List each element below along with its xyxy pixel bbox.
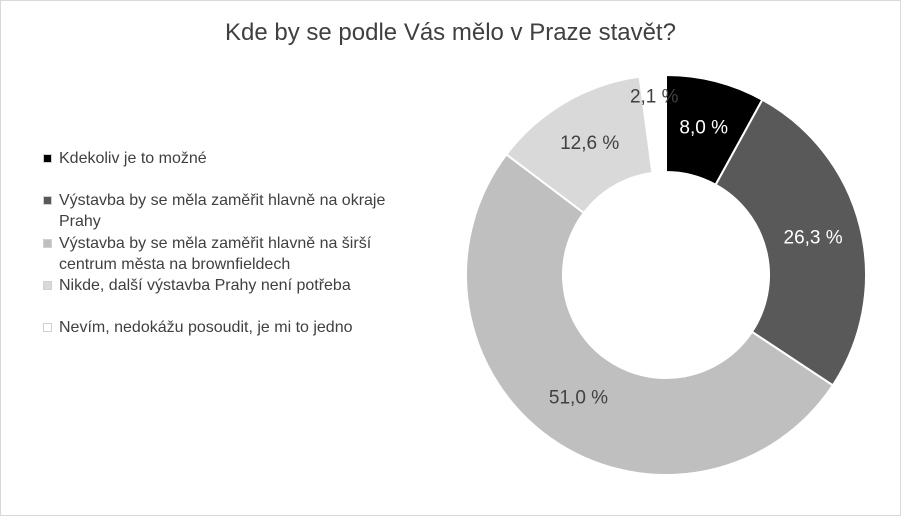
legend-swatch [43,154,52,163]
data-label: 51,0 % [549,388,608,409]
slice-brownfields [465,153,835,476]
legend-item-dont-know: Nevím, nedokážu posoudit, je mi to jedno [43,317,423,338]
legend-item-outskirts: Výstavba by se měla zaměřit hlavně na ok… [43,190,423,232]
legend-swatch [43,281,52,290]
legend-swatch [43,323,52,332]
slice-dont-know [638,73,667,175]
legend-swatch [43,196,52,205]
data-label: 26,3 % [784,228,843,249]
data-label: 8,0 % [679,117,728,138]
legend-label: Nikde, další výstavba Prahy není potřeba [59,277,351,294]
legend-item-anywhere: Kdekoliv je to možné [43,148,423,169]
data-label: 12,6 % [560,133,619,154]
legend-label: Nevím, nedokážu posoudit, je mi to jedno [59,319,353,336]
legend-label: Kdekoliv je to možné [59,150,207,167]
legend-label: Výstavba by se měla zaměřit hlavně na ši… [59,235,372,273]
legend-item-nowhere: Nikde, další výstavba Prahy není potřeba [43,275,423,296]
legend-swatch [43,239,52,248]
legend-item-brownfields: Výstavba by se měla zaměřit hlavně na ši… [43,233,423,275]
chart-title: Kde by se podle Vás mělo v Praze stavět? [225,19,676,46]
legend-label: Výstavba by se měla zaměřit hlavně na ok… [59,192,386,230]
data-label: 2,1 % [630,86,679,107]
slice-outskirts [714,98,867,387]
